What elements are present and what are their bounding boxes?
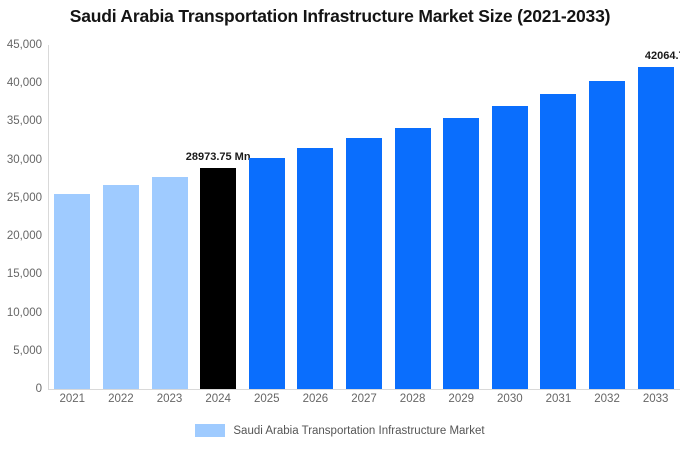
bar-2023[interactable] [151,176,188,389]
y-axis-tick-label: 45,000 [6,39,42,51]
y-axis-tick-label: 0 [35,383,42,395]
y-axis-tick-label: 20,000 [6,230,42,243]
bar-slot [589,45,626,389]
bar-slot [151,45,188,389]
plot-area: 28973.75 Mn 42064.73 Mn [48,45,680,390]
y-axis-tick-label: 40,000 [6,77,42,90]
y-axis: 45,000 40,000 35,000 30,000 25,000 20,000 15,0… [7,39,680,395]
bar-slot [540,45,577,389]
x-axis-line [48,389,680,390]
x-axis-tick-label: 2021 [59,393,86,405]
x-axis-tick-label: 2026 [302,393,329,405]
bar-slot [248,45,285,389]
bar-2030[interactable] [491,106,528,389]
y-axis-tick-label: 5,000 [13,344,42,357]
x-axis-tick-label: 2033 [642,393,669,405]
bar-2024[interactable]: 28973.75 Mn [186,151,251,389]
bar-2022[interactable] [102,184,139,389]
bar-2021[interactable] [54,194,91,389]
x-axis-tick-label: 2031 [545,393,572,405]
bar-slot [297,45,334,389]
bar-2031[interactable] [540,93,577,389]
bar-2028[interactable] [394,127,431,389]
bar-slot [54,45,91,389]
bar-slot [394,45,431,389]
bar-slot: 42064.73 Mn [637,45,680,389]
x-axis-tick-label: 2028 [399,393,426,405]
x-axis: 2021 2022 2023 2024 2025 2026 2027 2028 2029 2030… [48,393,680,413]
bar-slot [102,45,139,389]
x-axis-tick-label: 2022 [108,393,134,405]
legend-label: Saudi Arabia Transportation Infrastructu… [233,424,485,437]
legend-swatch-icon [195,424,226,437]
y-axis-tick-label: 30,000 [6,153,42,166]
chart-title: Saudi Arabia Transportation Infrastructu… [69,6,611,26]
bar-2029[interactable] [443,117,480,389]
x-axis-tick-label: 2023 [156,393,183,405]
bar-value-label-2024: 28973.75 Mn [185,150,251,163]
x-axis-tick-label: 2027 [351,393,377,405]
x-axis-tick-label: 2030 [497,393,523,405]
bar-2025[interactable] [248,158,285,389]
y-axis-line [48,45,49,389]
bar-2026[interactable] [297,148,334,389]
x-axis-tick-label: 2024 [205,393,231,405]
bar-2032[interactable] [589,80,626,389]
y-axis-tick-label: 15,000 [6,268,42,281]
bar-2033[interactable]: 42064.73 Mn [637,50,680,389]
chart-legend: Saudi Arabia Transportation Infrastructu… [0,424,680,437]
bar-slot [443,45,480,389]
bar-slot [346,45,382,389]
x-axis-tick-label: 2032 [594,393,620,405]
bar-slot [491,45,528,389]
bar-value-label-2033: 42064.73 Mn [644,50,680,63]
bar-slot: 28973.75 Mn [186,45,251,389]
x-axis-tick-label: 2025 [253,393,280,405]
bar-2027[interactable] [346,138,382,389]
x-axis-tick-label: 2029 [448,393,475,405]
y-axis-tick-label: 25,000 [6,191,42,204]
y-axis-tick-label: 35,000 [6,115,42,128]
y-axis-tick-label: 10,000 [6,306,42,319]
